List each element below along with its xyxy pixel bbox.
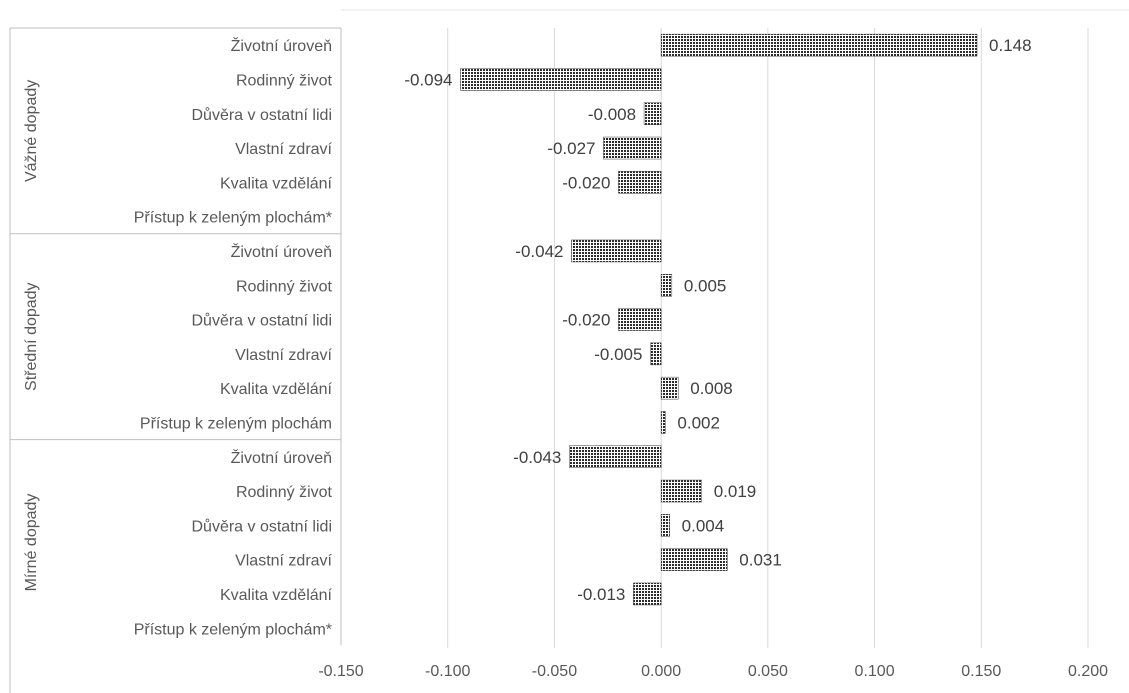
bar: [660, 548, 728, 571]
group-label: Vážné dopady: [23, 80, 40, 182]
bar: [660, 376, 679, 400]
category-label: Rodinný život: [236, 72, 333, 89]
labels: -0.150 -0.100 -0.050 0.000 0.050 0.100 0.150 0.…: [23, 36, 1108, 680]
bar: [660, 411, 666, 434]
bar: [660, 479, 702, 503]
bar: [650, 342, 662, 366]
category-label: Přístup k zeleným plochám: [140, 415, 332, 432]
x-tick-label: 0.200: [1068, 663, 1108, 680]
bar: [618, 171, 662, 194]
x-tick-label: -0.050: [532, 663, 577, 680]
category-label: Kvalita vzdělání: [220, 381, 333, 398]
bar: [603, 136, 662, 160]
category-label: Důvěra v ostatní lidi: [191, 312, 332, 330]
x-tick-label: 0.000: [641, 663, 681, 680]
category-label: Rodinný život: [236, 484, 333, 501]
category-label: Vlastní zdraví: [235, 141, 332, 158]
category-label: Důvěra v ostatní lidi: [191, 106, 332, 124]
category-label: Rodinný život: [236, 278, 333, 295]
data-label: 0.005: [684, 276, 727, 295]
category-label: Vlastní zdraví: [235, 553, 332, 570]
group-label: Mírné dopady: [23, 494, 40, 592]
group-label: Střední dopady: [23, 282, 40, 391]
data-label: -0.020: [562, 311, 610, 330]
data-label: -0.043: [513, 448, 561, 467]
category-label: Kvalita vzdělání: [220, 587, 333, 604]
bar: [571, 239, 662, 263]
data-label: 0.008: [690, 379, 733, 398]
category-label: Vlastní zdraví: [235, 347, 332, 364]
x-tick-label: 0.050: [748, 663, 788, 680]
category-label: Životní úroveň: [231, 36, 332, 55]
x-tick-label: -0.150: [318, 663, 363, 680]
x-tick-label: 0.150: [961, 663, 1001, 680]
data-label: 0.019: [714, 482, 757, 501]
category-axis-frame: [9, 9, 1129, 693]
bar: [660, 274, 673, 297]
bar: [633, 582, 662, 606]
bar: [569, 445, 662, 468]
bar: [660, 33, 978, 57]
data-label: 0.002: [677, 413, 720, 432]
data-label: -0.020: [562, 173, 610, 192]
x-tick-label: 0.100: [855, 663, 895, 680]
category-label: Přístup k zeleným plochám*: [134, 210, 332, 227]
data-label: 0.148: [989, 36, 1032, 55]
data-label: -0.013: [577, 585, 625, 604]
category-label: Kvalita vzdělání: [220, 175, 333, 192]
x-tick-label: -0.100: [425, 663, 470, 680]
data-label: -0.042: [515, 242, 563, 261]
data-label: -0.008: [588, 105, 636, 124]
bar: [660, 514, 670, 537]
gridlines: [447, 28, 1089, 648]
category-label: Přístup k zeleným plochám*: [134, 621, 332, 638]
category-label: Životní úroveň: [231, 448, 332, 467]
bars: [460, 33, 978, 606]
data-label: 0.004: [682, 516, 725, 535]
data-label: -0.094: [404, 70, 452, 89]
data-label: -0.027: [547, 139, 595, 158]
bar: [643, 102, 662, 125]
data-label: -0.005: [594, 345, 642, 364]
bar: [460, 68, 662, 91]
data-label: 0.031: [739, 551, 782, 570]
category-label: Důvěra v ostatní lidi: [191, 517, 332, 535]
category-label: Životní úroveň: [231, 242, 332, 261]
bar: [618, 308, 662, 331]
